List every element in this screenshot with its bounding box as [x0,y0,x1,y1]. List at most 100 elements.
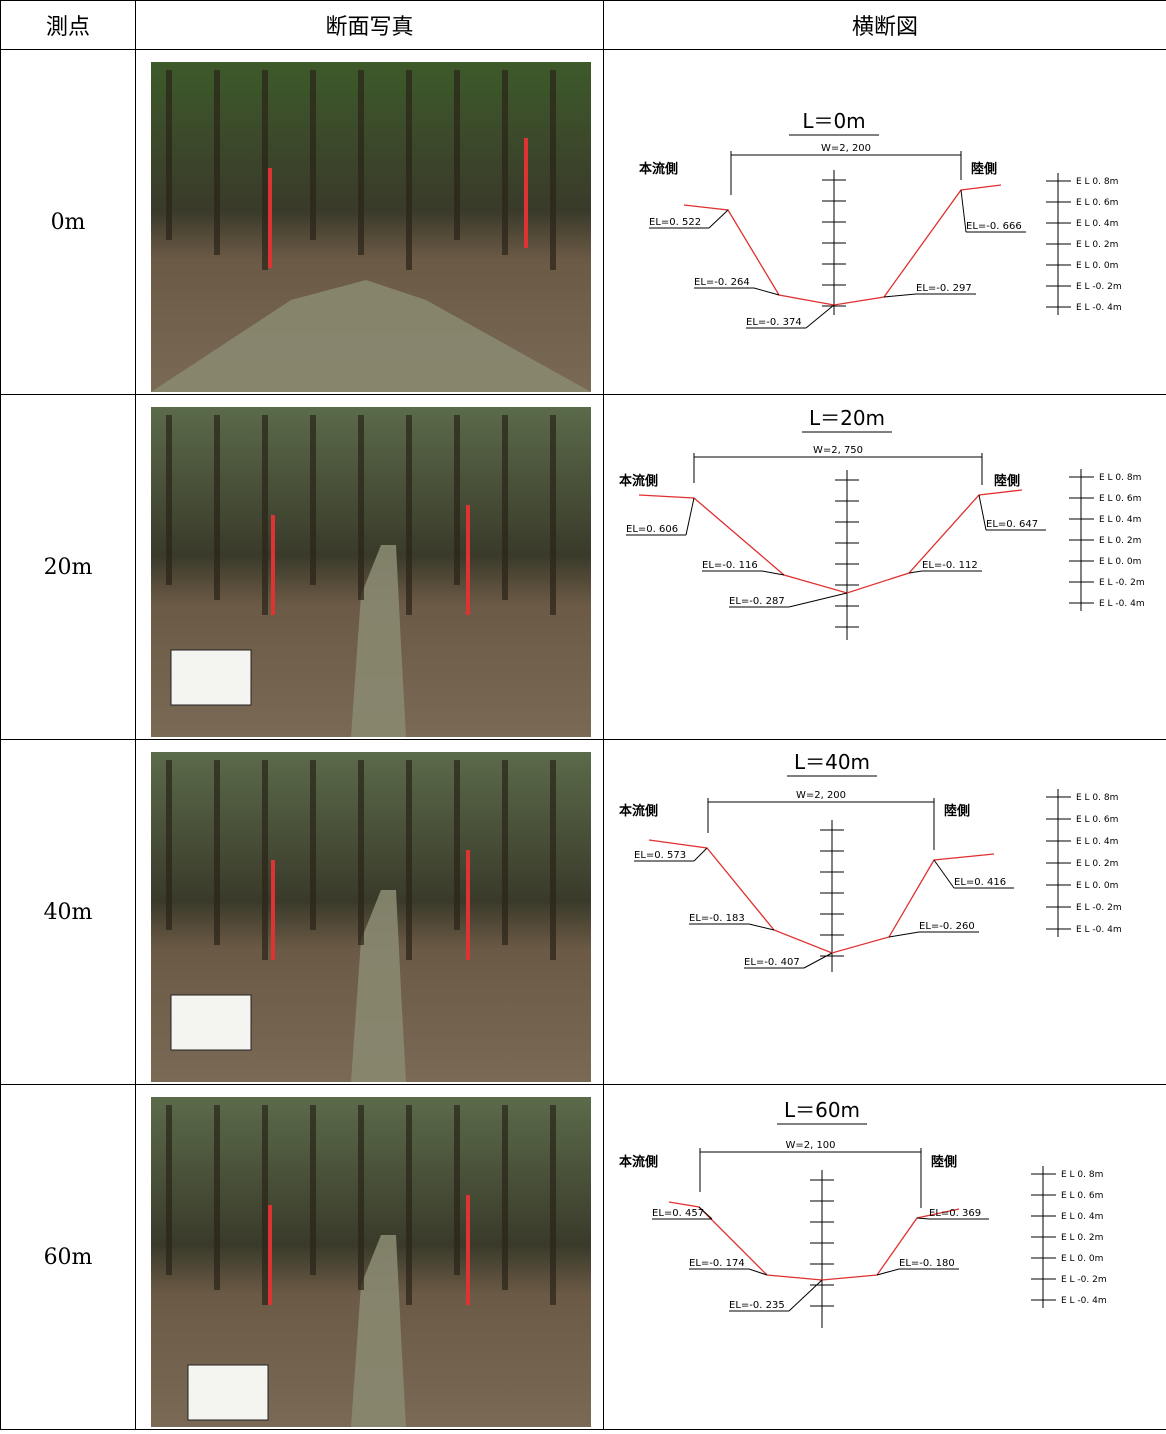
tree-trunk [214,1105,220,1290]
tree-trunk [310,760,316,930]
scale-label: E L 0. 2m [1076,859,1118,869]
width-label: W=2, 750 [813,445,863,456]
diagram-title: L＝0m [802,109,865,133]
scale-label: E L 0. 0m [1076,881,1118,891]
left-bank: 本流側 [619,473,658,489]
elevation-label: EL=0. 369 [929,1208,981,1219]
photo-cell [136,1085,604,1430]
tree-trunk [166,70,172,240]
tree-trunk [502,415,508,600]
right-bank: 陸側 [994,473,1020,489]
label-leader [979,495,986,530]
photo [136,740,604,1084]
right-bank: 陸側 [971,161,997,177]
tree-trunk [502,70,508,255]
tree-trunk [358,1105,364,1290]
tree-trunk [262,1105,268,1305]
tree-trunk [550,1105,556,1305]
width-label: W=2, 100 [785,1140,835,1151]
scale-label: E L -0. 2m [1076,282,1122,292]
diagram-title: L＝40m [794,750,870,774]
label-leader [789,593,847,607]
scale-label: E L 0. 0m [1099,557,1141,567]
survey-pole [466,1195,470,1305]
label-leader [686,498,694,535]
scale-label: E L -0. 2m [1076,903,1122,913]
tree-trunk [502,1105,508,1290]
tree-trunk [406,70,412,270]
elevation-label: EL=-0. 116 [702,560,758,571]
tree-trunk [406,760,412,960]
scale-label: E L 0. 8m [1076,177,1118,187]
scale-label: E L 0. 4m [1076,219,1118,229]
scale-label: E L -0. 2m [1099,578,1145,588]
photo [136,1085,604,1429]
scale-label: E L 0. 8m [1076,793,1118,803]
tree-trunk [406,415,412,615]
tree-trunk [406,1105,412,1305]
label-leader [917,1218,929,1219]
diagram-title: L＝60m [784,1098,860,1122]
tree-trunk [310,415,316,585]
photo-cell [136,50,604,395]
elevation-label: EL=-0. 297 [916,283,972,294]
label-leader [934,860,954,888]
label-leader [709,210,728,228]
scale-label: E L -0. 4m [1076,303,1122,313]
ground-profile [639,490,1022,593]
photo [136,395,604,739]
cross-section: L＝40mW=2, 200本流側陸側EL=0. 573EL=-0. 183EL=… [604,740,1166,1084]
scale-label: E L 0. 6m [1099,494,1141,504]
photo-cell [136,395,604,740]
tree-trunk [358,415,364,600]
tree-trunk [262,760,268,960]
tree-trunk [454,70,460,240]
elevation-label: EL=-0. 260 [919,921,975,932]
survey-pole [268,168,272,268]
elevation-label: EL=0. 647 [986,519,1038,530]
label-leader [806,305,834,328]
diagram-title: L＝20m [809,406,885,430]
tree-trunk [262,415,268,615]
scale-label: E L 0. 4m [1076,837,1118,847]
elevation-label: EL=0. 606 [626,524,678,535]
scale-label: E L 0. 8m [1061,1170,1103,1180]
tree-trunk [454,760,460,930]
tree-trunk [550,415,556,615]
elevation-label: EL=-0. 374 [746,317,802,328]
scale-label: E L 0. 4m [1099,515,1141,525]
sign-board [171,995,251,1050]
width-label: W=2, 200 [821,143,871,154]
photo-cell [136,740,604,1085]
scale-label: E L 0. 6m [1061,1191,1103,1201]
tree-trunk [358,70,364,255]
left-bank: 本流側 [619,803,658,819]
right-bank: 陸側 [931,1154,957,1170]
tree-trunk [550,760,556,960]
tree-trunk [166,1105,172,1275]
header-cell: 横断図 [604,1,1166,50]
tree-trunk [214,70,220,255]
station: 60m [1,1085,136,1430]
photo [136,50,604,394]
table-row: 40mL＝40mW=2, 200本流側陸側EL=0. 573EL=-0. 183… [1,740,1166,1085]
tree-trunk [454,415,460,585]
survey-pole [524,138,528,248]
label-leader [694,848,707,861]
scale-label: E L 0. 8m [1099,473,1141,483]
ground-profile [649,840,994,953]
elevation-label: EL=-0. 235 [729,1300,785,1311]
elevation-label: EL=-0. 407 [744,957,800,968]
elevation-label: EL=-0. 183 [689,913,745,924]
scale-label: E L -0. 2m [1061,1275,1107,1285]
width-label: W=2, 200 [796,790,846,801]
sign-board [171,650,251,705]
elevation-label: EL=0. 457 [652,1208,704,1219]
diagram-cell: L＝0mW=2, 200本流側陸側EL=0. 522EL=-0. 264EL=-… [604,50,1166,395]
scale-label: E L 0. 2m [1076,240,1118,250]
tree-trunk [166,760,172,930]
label-leader [804,953,832,968]
